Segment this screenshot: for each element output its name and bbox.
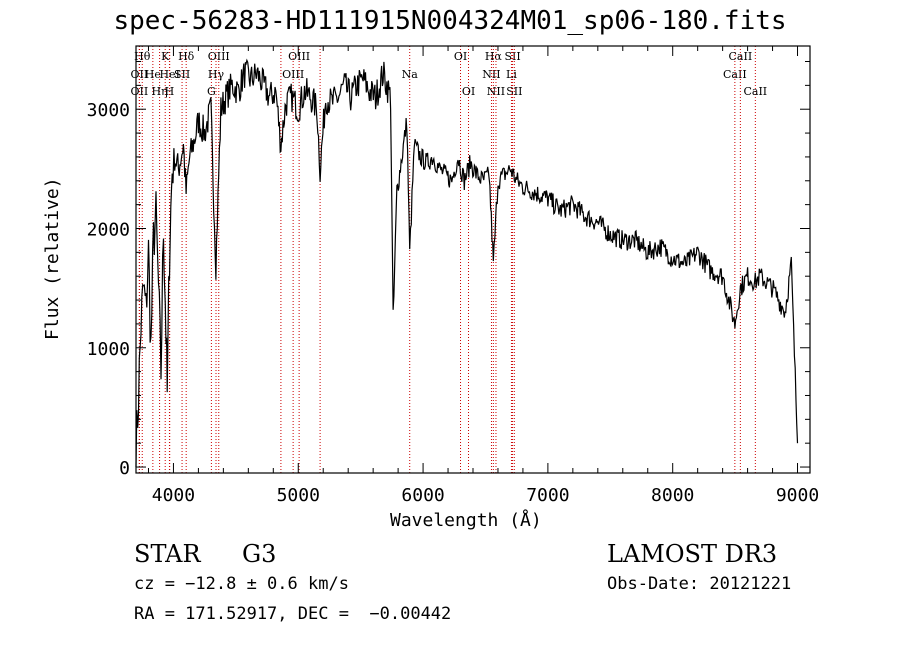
spectral-line-label: Na bbox=[402, 68, 419, 81]
x-axis-label: Wavelength (Å) bbox=[390, 510, 542, 531]
spectral-line-label: G bbox=[207, 85, 216, 98]
spectral-line-label: CaII bbox=[729, 50, 753, 63]
survey-name: LAMOST DR3 bbox=[607, 540, 778, 568]
x-tick-label: 6000 bbox=[401, 485, 444, 506]
spectral-line-label: Hδ bbox=[178, 50, 195, 63]
spectrum-line bbox=[135, 58, 799, 468]
spectral-line-label: OI bbox=[454, 50, 467, 63]
spectral-line-label: OII bbox=[131, 85, 149, 98]
object-class: STAR bbox=[134, 540, 201, 568]
y-tick-label: 1000 bbox=[87, 339, 130, 360]
spectral-line-label: SII bbox=[506, 85, 522, 98]
coordinates-text: RA = 171.52917, DEC = −0.00442 bbox=[134, 604, 452, 624]
object-subclass: G3 bbox=[242, 540, 277, 568]
spectral-line-label: Hα bbox=[485, 50, 503, 63]
y-axis-label: Flux (relative) bbox=[42, 177, 63, 340]
y-tick-label: 2000 bbox=[87, 219, 130, 240]
spectral-line-label: SII bbox=[504, 50, 520, 63]
spectral-line-label: Hγ bbox=[208, 68, 225, 81]
spectral-line-label: OIII bbox=[288, 50, 310, 63]
y-tick-label: 0 bbox=[119, 458, 130, 479]
x-tick-label: 8000 bbox=[651, 485, 694, 506]
spectral-line-label: K bbox=[161, 50, 170, 63]
spectral-line-label: He bbox=[145, 68, 161, 81]
spectral-line-label: NII bbox=[482, 68, 500, 81]
spectral-line-label: HeI bbox=[159, 68, 179, 81]
spectral-line-label: Hθ bbox=[134, 50, 151, 63]
x-tick-label: 4000 bbox=[152, 485, 195, 506]
redshift-text: cz = −12.8 ± 0.6 km/s bbox=[134, 574, 349, 594]
observation-date: Obs-Date: 20121221 bbox=[607, 574, 792, 594]
spectral-line-label: OII bbox=[131, 68, 149, 81]
x-tick-label: 5000 bbox=[277, 485, 320, 506]
spectral-line-label: OI bbox=[462, 85, 475, 98]
y-tick-label: 3000 bbox=[87, 100, 130, 121]
x-tick-label: 7000 bbox=[526, 485, 569, 506]
spectral-line-label: OIII bbox=[208, 50, 230, 63]
spectral-line-label: CaII bbox=[743, 85, 767, 98]
spectral-line-label: Hη bbox=[151, 85, 167, 98]
spectral-line-label: Li bbox=[506, 68, 517, 81]
chart-title: spec-56283-HD111915N004324M01_sp06-180.f… bbox=[113, 6, 787, 36]
spectral-line-label: SII bbox=[174, 68, 190, 81]
spectral-line-label: OIII bbox=[282, 68, 304, 81]
spectral-line-label: NII bbox=[487, 85, 505, 98]
spectral-line-label: CaII bbox=[723, 68, 747, 81]
x-tick-label: 9000 bbox=[776, 485, 819, 506]
